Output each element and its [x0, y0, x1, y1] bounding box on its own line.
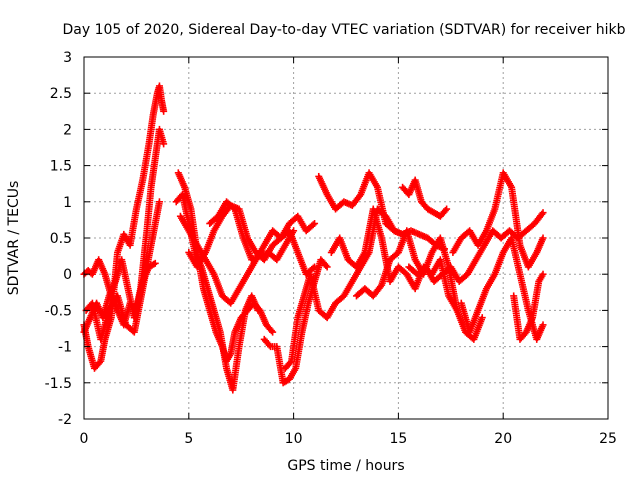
y-tick-label: 0.5 [50, 231, 72, 247]
grid-lines [84, 57, 608, 419]
x-tick-label: 20 [494, 431, 512, 447]
x-tick-label: 15 [389, 431, 407, 447]
series-trace-o [399, 176, 451, 220]
series-trace-m [327, 205, 461, 314]
x-tick-label: 25 [599, 431, 617, 447]
series-trace-p [405, 209, 547, 285]
y-tick-label: -2 [58, 412, 72, 428]
data-point [254, 306, 262, 314]
y-tick-label: 3 [63, 50, 72, 66]
chart-title: Day 105 of 2020, Sidereal Day-to-day VTE… [63, 22, 626, 38]
series-trace-e [174, 169, 277, 365]
y-tick-label: 1 [63, 195, 72, 211]
y-tick-label: -0.5 [45, 303, 72, 319]
series-trace-q [449, 169, 547, 271]
series-trace-f [172, 191, 262, 394]
data-point [155, 198, 163, 206]
y-tick-label: 0 [63, 267, 72, 283]
y-tick-label: -1.5 [45, 376, 72, 392]
x-axis-label: GPS time / hours [287, 458, 404, 474]
y-tick-label: 1.5 [50, 159, 72, 175]
data-marks [80, 82, 547, 394]
series-trace-r [457, 234, 547, 343]
data-point [160, 140, 168, 148]
x-tick-label: 0 [80, 431, 89, 447]
y-tick-label: 2 [63, 122, 72, 138]
x-tick-label: 10 [285, 431, 303, 447]
y-tick-label: -1 [58, 340, 72, 356]
data-point [267, 327, 275, 335]
data-point [151, 259, 159, 267]
y-tick-label: 2.5 [50, 86, 72, 102]
y-axis-label: SDTVAR / TECUs [6, 181, 22, 296]
data-point [269, 328, 277, 336]
x-tick-label: 5 [184, 431, 193, 447]
data-point [160, 107, 168, 115]
series-trace-d [82, 198, 163, 343]
